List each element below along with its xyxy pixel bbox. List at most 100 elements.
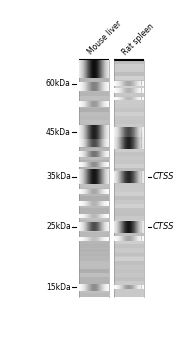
- Bar: [118, 171, 119, 183]
- Bar: [103, 284, 104, 290]
- Bar: [123, 97, 124, 100]
- Bar: [118, 81, 119, 86]
- Bar: [114, 220, 144, 224]
- Bar: [141, 81, 142, 86]
- Bar: [79, 124, 109, 128]
- Bar: [80, 284, 81, 290]
- Bar: [141, 220, 142, 233]
- Bar: [119, 171, 120, 183]
- Bar: [117, 236, 118, 241]
- Bar: [114, 68, 144, 72]
- Bar: [84, 162, 85, 167]
- Bar: [86, 60, 87, 78]
- Bar: [83, 60, 84, 78]
- Bar: [83, 284, 84, 290]
- Bar: [123, 220, 124, 233]
- Bar: [100, 284, 101, 290]
- Bar: [94, 189, 95, 194]
- Bar: [137, 81, 138, 86]
- Bar: [114, 276, 144, 281]
- Bar: [143, 236, 144, 241]
- Bar: [127, 127, 128, 138]
- Bar: [105, 284, 106, 290]
- Bar: [142, 137, 143, 149]
- Bar: [97, 222, 98, 231]
- Bar: [82, 169, 83, 184]
- Bar: [85, 214, 86, 218]
- Bar: [133, 137, 134, 149]
- Bar: [98, 101, 99, 107]
- Bar: [143, 171, 144, 183]
- Bar: [106, 151, 107, 156]
- Bar: [138, 81, 139, 86]
- Bar: [86, 125, 87, 140]
- Bar: [122, 127, 123, 138]
- Bar: [91, 139, 92, 147]
- Bar: [104, 151, 105, 156]
- Bar: [113, 285, 114, 289]
- Bar: [81, 189, 82, 194]
- Bar: [108, 139, 109, 147]
- Bar: [87, 222, 88, 231]
- Bar: [114, 81, 115, 86]
- Bar: [106, 125, 107, 140]
- Bar: [84, 125, 85, 140]
- Bar: [95, 101, 96, 107]
- Bar: [130, 81, 131, 86]
- Bar: [130, 236, 131, 241]
- Bar: [100, 125, 101, 140]
- Bar: [79, 214, 80, 218]
- Bar: [94, 139, 95, 147]
- Bar: [86, 169, 87, 184]
- Bar: [124, 137, 125, 149]
- Bar: [79, 83, 80, 91]
- Bar: [92, 189, 93, 194]
- Bar: [87, 214, 88, 218]
- Bar: [143, 285, 144, 289]
- Bar: [107, 125, 108, 140]
- Bar: [105, 101, 106, 107]
- Bar: [119, 285, 120, 289]
- Bar: [114, 273, 144, 277]
- Bar: [79, 265, 109, 268]
- Bar: [94, 284, 95, 290]
- Bar: [104, 101, 105, 107]
- Bar: [89, 169, 90, 184]
- Bar: [114, 144, 144, 148]
- Bar: [131, 89, 132, 92]
- Bar: [98, 125, 99, 140]
- Bar: [114, 196, 144, 200]
- Bar: [79, 60, 80, 78]
- Bar: [142, 285, 143, 289]
- Bar: [85, 222, 86, 231]
- Bar: [95, 189, 96, 194]
- Bar: [81, 237, 82, 241]
- Bar: [131, 171, 132, 183]
- Bar: [83, 169, 84, 184]
- Bar: [106, 222, 107, 231]
- Bar: [84, 237, 85, 241]
- Bar: [106, 284, 107, 290]
- Bar: [91, 125, 92, 140]
- Bar: [105, 189, 106, 194]
- Bar: [87, 201, 88, 206]
- Bar: [87, 60, 88, 78]
- Bar: [80, 237, 81, 241]
- Bar: [114, 229, 144, 232]
- Bar: [120, 236, 121, 241]
- Bar: [79, 237, 80, 241]
- Bar: [79, 112, 109, 116]
- Bar: [82, 222, 83, 231]
- Bar: [92, 237, 93, 241]
- Bar: [101, 83, 102, 91]
- Bar: [122, 236, 123, 241]
- Bar: [134, 137, 135, 149]
- Bar: [79, 151, 80, 156]
- Bar: [79, 200, 109, 204]
- Bar: [137, 285, 138, 289]
- Bar: [103, 237, 104, 241]
- Bar: [104, 222, 105, 231]
- Bar: [100, 139, 101, 147]
- Bar: [120, 89, 121, 92]
- Bar: [86, 139, 87, 147]
